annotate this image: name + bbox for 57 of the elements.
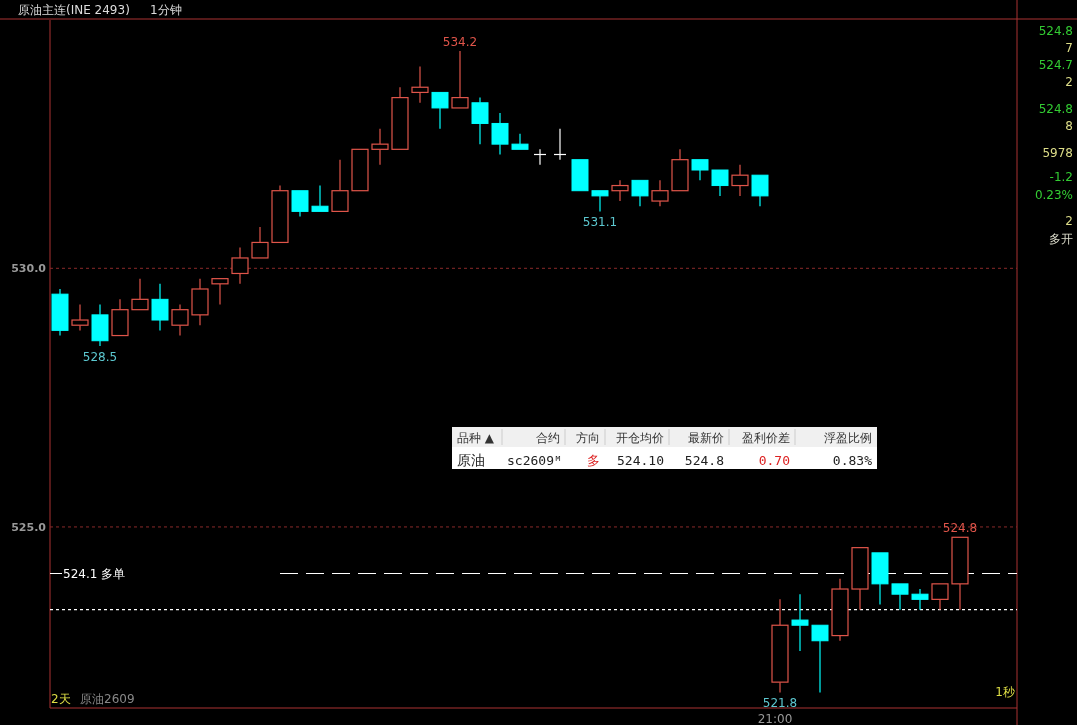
annotation: 开仓均价 — [616, 431, 664, 445]
candlestick — [411, 65, 429, 104]
candlestick — [651, 179, 669, 207]
annotation: 531.1 — [582, 215, 618, 230]
annotation: 品种 ▲ — [457, 431, 495, 445]
annotation: 524.8 — [684, 453, 724, 468]
text: 524.8 — [1038, 102, 1073, 116]
annotation: 浮盈比例 — [824, 431, 872, 445]
text: 多开 — [1049, 232, 1073, 246]
annotation: 524.8 — [942, 521, 978, 536]
x-tick-label: 21:00 — [757, 712, 793, 725]
candlestick — [191, 278, 209, 326]
candlestick — [171, 303, 189, 337]
candlestick — [231, 247, 249, 285]
annotation: 524.10 — [617, 453, 664, 468]
annotation: sc2609ᴹ — [507, 453, 562, 468]
candlestick — [771, 598, 789, 694]
text: 2 — [1065, 214, 1073, 228]
y-tick-label: 530.0 — [11, 262, 47, 276]
candlestick — [51, 288, 69, 337]
candlestick — [151, 283, 169, 331]
candlestick — [491, 112, 509, 156]
candlestick — [371, 128, 389, 166]
text: -1.2 — [1049, 170, 1073, 184]
candlestick — [911, 588, 929, 611]
annotation: 2天 — [51, 692, 71, 706]
annotation: 合约 — [536, 431, 560, 445]
text: 0.23% — [1034, 188, 1073, 202]
annotation: 方向 — [576, 431, 600, 445]
candlestick — [71, 303, 89, 331]
text: 2 — [1065, 75, 1073, 89]
annotation: 521.8 — [762, 696, 798, 711]
annotation: 0.83% — [832, 453, 873, 468]
annotation: 原油 — [457, 452, 485, 468]
candlestick — [471, 96, 489, 145]
annotation: 最新价 — [688, 431, 724, 445]
candlestick — [731, 164, 749, 197]
text: 1秒 — [995, 685, 1015, 699]
candlestick — [831, 578, 849, 642]
annotation: 0.70 — [758, 453, 790, 468]
annotation: 多 — [587, 453, 600, 468]
annotation: 534.2 — [442, 35, 478, 50]
text: 7 — [1065, 41, 1073, 55]
text: 8 — [1065, 119, 1073, 133]
text: 524.7 — [1038, 58, 1073, 72]
chart-subtitle: 1分钟 — [150, 3, 182, 17]
text: 5978 — [1042, 146, 1073, 160]
annotation: 528.5 — [82, 349, 118, 364]
ref-line-label: 524.1 多单 — [63, 566, 126, 581]
annotation: 盈利价差 — [742, 431, 790, 445]
chart-title: 原油主连(INE 2493) — [18, 3, 130, 17]
text: 524.8 — [1038, 24, 1073, 38]
candlestick — [611, 179, 629, 202]
annotation: 原油2609 — [80, 692, 135, 706]
candlestick — [91, 303, 109, 347]
candlestick — [791, 593, 809, 652]
y-tick-label: 525.0 — [11, 520, 47, 534]
